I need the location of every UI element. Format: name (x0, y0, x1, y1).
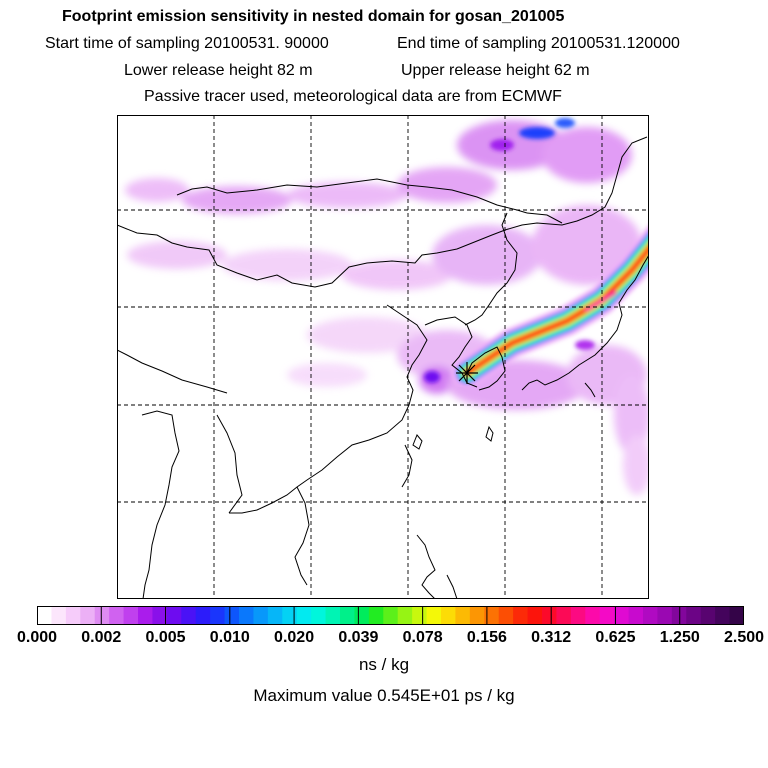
legend-swatch (729, 606, 744, 625)
legend-swatch (65, 606, 81, 625)
legend-swatch (383, 606, 399, 625)
legend-tick-label: 0.002 (81, 629, 122, 646)
legend-tick-label: 0.625 (595, 629, 636, 646)
legend-swatch (542, 606, 558, 625)
legend-swatch (51, 606, 67, 625)
legend-swatch (657, 606, 673, 625)
tracer-info-label: Passive tracer used, meteorological data… (144, 88, 562, 105)
legend-swatch (37, 606, 53, 625)
legend-tick-label: 0.000 (16, 629, 58, 646)
end-time-label: End time of sampling 20100531.120000 (397, 35, 680, 52)
map-title: Footprint emission sensitivity in nested… (62, 8, 565, 25)
legend-swatch (282, 606, 298, 625)
legend-swatch (253, 606, 269, 625)
coastlines (117, 136, 649, 599)
legend-swatch (556, 606, 572, 625)
legend-swatch (513, 606, 529, 625)
legend-swatch (368, 606, 384, 625)
legend-swatch (239, 606, 255, 625)
legend-swatch (94, 606, 110, 625)
legend-swatch (426, 606, 442, 625)
legend-swatch (166, 606, 182, 625)
lower-height-label: Lower release height 82 m (124, 62, 313, 79)
color-legend-bar (37, 606, 744, 625)
legend-tick-label: 0.010 (209, 629, 250, 646)
legend-swatch (715, 606, 731, 625)
legend-swatch (686, 606, 702, 625)
start-time-label: Start time of sampling 20100531. 90000 (45, 35, 329, 52)
legend-swatch (152, 606, 168, 625)
legend-swatch (397, 606, 413, 625)
legend-swatch (643, 606, 659, 625)
legend-tick-label: 2.500 (723, 629, 765, 646)
plume-band (452, 225, 649, 388)
legend-swatch (267, 606, 283, 625)
legend-swatch (311, 606, 327, 625)
legend-swatch (455, 606, 471, 625)
legend-swatch (484, 606, 500, 625)
legend-swatch (123, 606, 139, 625)
legend-swatch (80, 606, 96, 625)
legend-unit-label: ns / kg (358, 655, 410, 674)
legend-tick-label: 0.005 (145, 629, 186, 646)
upper-height-label: Upper release height 62 m (401, 62, 590, 79)
legend-swatch (527, 606, 543, 625)
legend-swatch (224, 606, 240, 625)
legend-tick-label: 0.312 (531, 629, 572, 646)
legend-tick-label: 0.078 (402, 629, 443, 646)
legend-swatch (138, 606, 154, 625)
legend-swatch (210, 606, 226, 625)
legend-swatch (498, 606, 514, 625)
legend-swatch (195, 606, 211, 625)
legend-swatch (469, 606, 485, 625)
graticule (117, 115, 649, 599)
legend-tick-label: 1.250 (659, 629, 700, 646)
legend-swatch (599, 606, 615, 625)
footprint-map (117, 115, 649, 599)
legend-swatch (585, 606, 601, 625)
legend-swatch (700, 606, 716, 625)
legend-swatch (412, 606, 428, 625)
legend-swatch (570, 606, 586, 625)
legend-tick-label: 0.020 (274, 629, 315, 646)
legend-swatch (340, 606, 356, 625)
legend-swatch (614, 606, 630, 625)
legend-swatch (296, 606, 312, 625)
legend-swatch (628, 606, 644, 625)
legend-swatch (354, 606, 370, 625)
legend-swatch (325, 606, 341, 625)
legend-swatch (109, 606, 125, 625)
legend-tick-label: 0.039 (338, 629, 379, 646)
maximum-value-label: Maximum value 0.545E+01 ps / kg (253, 686, 515, 705)
legend-swatch (441, 606, 457, 625)
legend-tick-label: 0.156 (466, 629, 507, 646)
legend-swatch (181, 606, 197, 625)
asterisk-star-icon (456, 362, 478, 384)
legend-frame (37, 606, 744, 625)
